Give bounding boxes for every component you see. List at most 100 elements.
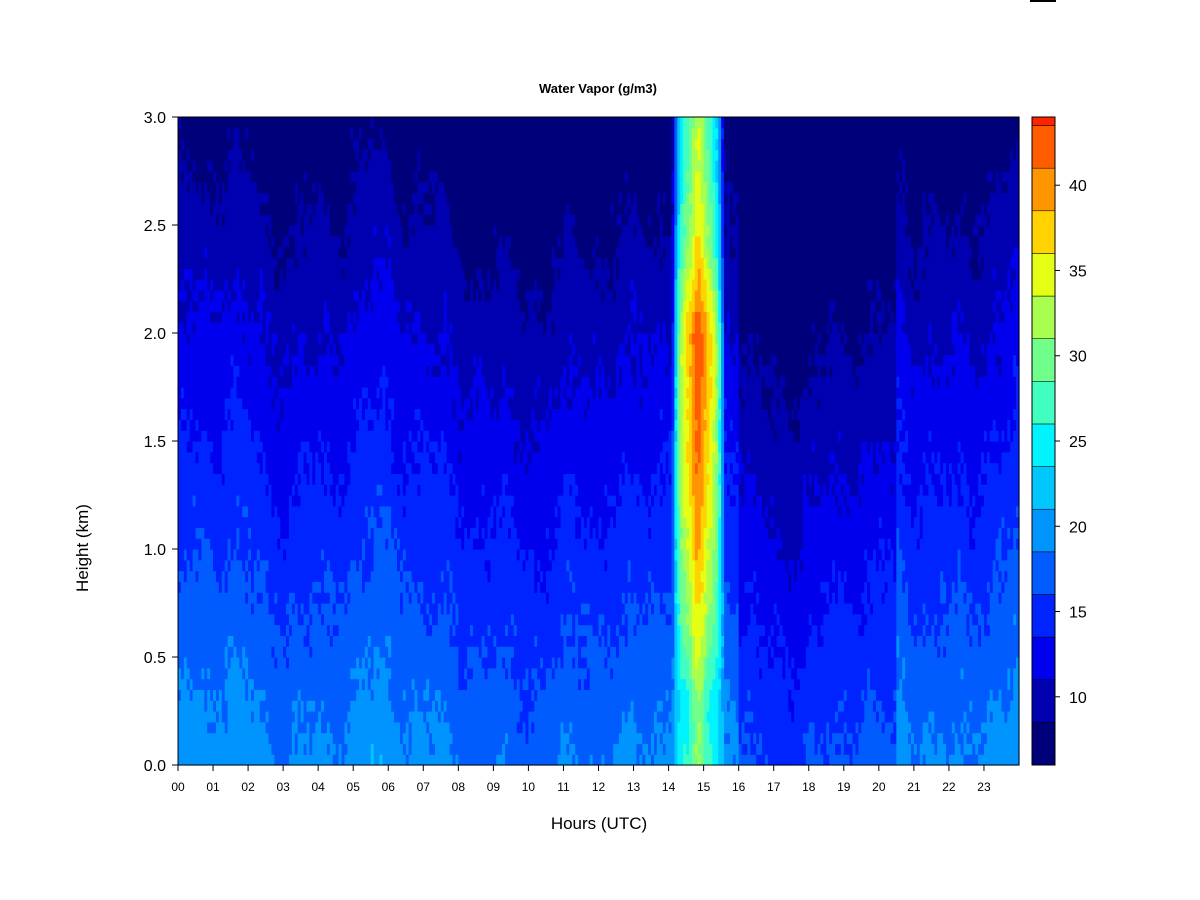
heatmap-cell	[286, 441, 290, 453]
heatmap-cell	[213, 559, 217, 572]
heatmap-cell	[417, 257, 421, 269]
heatmap-cell	[291, 462, 296, 474]
heatmap-cell	[259, 192, 264, 204]
heatmap-cell	[332, 700, 337, 712]
heatmap-cell	[405, 322, 410, 334]
heatmap-cell	[344, 171, 348, 183]
heatmap-cell	[347, 300, 351, 312]
heatmap-cell	[318, 289, 322, 302]
heatmap-cell	[215, 419, 220, 431]
heatmap-cell	[253, 700, 258, 712]
heatmap-cell	[274, 613, 278, 626]
heatmap-cell	[271, 592, 275, 604]
heatmap-cell	[242, 149, 246, 161]
heatmap-cell	[294, 149, 299, 161]
heatmap-cell	[394, 689, 398, 701]
heatmap-cell	[291, 203, 296, 215]
heatmap-cell	[303, 365, 308, 377]
heatmap-cell	[180, 635, 185, 647]
heatmap-cell	[189, 311, 194, 323]
heatmap-cell	[195, 484, 200, 496]
heatmap-cell	[201, 657, 205, 669]
heatmap-cell	[382, 279, 386, 291]
heatmap-cell	[201, 743, 205, 755]
heatmap-cell	[359, 322, 363, 334]
heatmap-cell	[405, 214, 410, 226]
heatmap-cell	[227, 279, 232, 291]
heatmap-cell	[379, 516, 384, 528]
heatmap-cell	[397, 667, 401, 680]
heatmap-cell	[236, 689, 240, 701]
heatmap-cell	[274, 246, 278, 258]
heatmap-cell	[420, 581, 424, 593]
heatmap-cell	[207, 419, 211, 431]
heatmap-cell	[388, 343, 392, 356]
heatmap-cell	[259, 354, 264, 366]
heatmap-cell	[178, 387, 182, 399]
heatmap-cell	[294, 117, 299, 129]
heatmap-cell	[344, 581, 348, 593]
heatmap-cell	[180, 743, 185, 755]
heatmap-cell	[332, 451, 337, 464]
heatmap-cell	[271, 225, 275, 237]
heatmap-cell	[277, 365, 281, 377]
heatmap-cell	[385, 397, 389, 410]
heatmap-cell	[335, 484, 340, 496]
heatmap-cell	[251, 138, 255, 150]
heatmap-cell	[388, 700, 392, 712]
heatmap-cell	[256, 538, 261, 550]
heatmap-cell	[186, 732, 191, 744]
heatmap-cell	[242, 171, 246, 183]
heatmap-cell	[259, 603, 264, 615]
heatmap-cell	[268, 505, 273, 518]
heatmap-cell	[178, 149, 182, 161]
heatmap-cell	[321, 419, 325, 431]
heatmap-cell	[294, 257, 299, 269]
heatmap-cell	[356, 570, 360, 582]
heatmap-cell	[294, 721, 299, 734]
heatmap-cell	[338, 592, 343, 604]
heatmap-cell	[283, 397, 287, 410]
heatmap-cell	[341, 246, 346, 258]
heatmap-cell	[318, 646, 322, 658]
heatmap-cell	[265, 225, 270, 237]
heatmap-cell	[233, 441, 237, 453]
heatmap-cell	[391, 376, 395, 388]
heatmap-cell	[248, 354, 252, 366]
heatmap-cell	[253, 149, 258, 161]
heatmap-cell	[385, 678, 389, 690]
heatmap-cell	[338, 505, 343, 518]
heatmap-cell	[309, 603, 313, 615]
heatmap-cell	[341, 257, 346, 269]
heatmap-cell	[321, 149, 325, 161]
heatmap-cell	[230, 365, 235, 377]
heatmap-cell	[364, 559, 369, 572]
heatmap-cell	[350, 419, 354, 431]
heatmap-cell	[283, 538, 287, 550]
heatmap-cell	[347, 354, 351, 366]
heatmap-cell	[288, 505, 293, 518]
heatmap-cell	[195, 505, 200, 518]
heatmap-cell	[262, 397, 267, 410]
heatmap-cell	[189, 322, 194, 334]
heatmap-cell	[356, 268, 360, 280]
heatmap-cell	[201, 354, 205, 366]
heatmap-cell	[367, 257, 372, 269]
heatmap-cell	[297, 451, 302, 464]
heatmap-cell	[274, 397, 278, 410]
heatmap-cell	[245, 527, 249, 539]
heatmap-cell	[364, 538, 369, 550]
heatmap-cell	[192, 592, 197, 604]
heatmap-cell	[268, 149, 273, 161]
heatmap-cell	[239, 397, 243, 410]
heatmap-cell	[201, 430, 205, 442]
heatmap-cell	[256, 732, 261, 744]
heatmap-cell	[318, 235, 322, 248]
heatmap-cell	[210, 495, 214, 507]
heatmap-cell	[364, 225, 369, 237]
heatmap-cell	[417, 127, 421, 140]
heatmap-cell	[178, 624, 182, 636]
heatmap-cell	[318, 397, 322, 410]
heatmap-cell	[280, 149, 284, 161]
heatmap-cell	[335, 408, 340, 420]
